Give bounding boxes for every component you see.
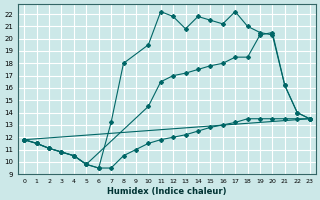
X-axis label: Humidex (Indice chaleur): Humidex (Indice chaleur)	[107, 187, 227, 196]
